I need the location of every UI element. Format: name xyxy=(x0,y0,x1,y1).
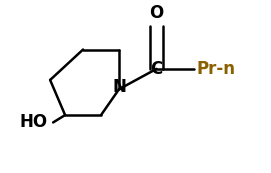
Text: Pr-n: Pr-n xyxy=(197,60,236,78)
Text: HO: HO xyxy=(19,113,47,131)
Text: O: O xyxy=(149,4,164,22)
Text: N: N xyxy=(112,78,126,96)
Text: C: C xyxy=(150,60,163,78)
